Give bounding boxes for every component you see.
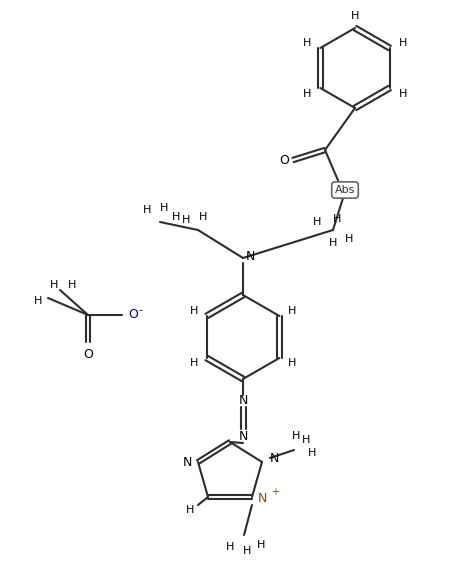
Text: H: H [160, 203, 168, 213]
Text: H: H [172, 212, 180, 222]
Text: H: H [333, 214, 341, 224]
Text: N: N [257, 492, 267, 506]
Text: O: O [83, 347, 93, 360]
Text: O: O [128, 308, 138, 321]
Text: H: H [302, 435, 310, 445]
Text: H: H [303, 38, 311, 48]
Text: H: H [308, 448, 316, 458]
Text: H: H [189, 306, 198, 316]
Text: H: H [189, 358, 198, 368]
Text: H: H [226, 542, 234, 552]
Text: N: N [238, 394, 248, 408]
Text: H: H [199, 212, 207, 222]
Text: H: H [329, 238, 337, 248]
Text: H: H [398, 89, 407, 99]
Text: +: + [271, 487, 279, 497]
Text: N: N [269, 452, 279, 464]
Text: H: H [398, 38, 407, 48]
Text: H: H [351, 11, 359, 21]
Text: H: H [186, 505, 194, 515]
Text: N: N [182, 456, 192, 468]
Text: H: H [313, 217, 321, 227]
Text: H: H [303, 89, 311, 99]
Text: H: H [34, 296, 42, 306]
Text: -: - [138, 305, 142, 315]
Text: H: H [288, 306, 297, 316]
Text: Abs: Abs [335, 185, 355, 195]
Text: H: H [292, 431, 300, 441]
Text: H: H [143, 205, 151, 215]
Text: N: N [245, 250, 255, 263]
Text: O: O [279, 153, 289, 166]
Text: H: H [182, 215, 190, 225]
Text: H: H [68, 280, 76, 290]
Text: H: H [243, 546, 251, 556]
Text: H: H [257, 540, 265, 550]
Text: H: H [288, 358, 297, 368]
Text: H: H [345, 234, 353, 244]
Text: N: N [238, 430, 248, 444]
Text: H: H [50, 280, 58, 290]
